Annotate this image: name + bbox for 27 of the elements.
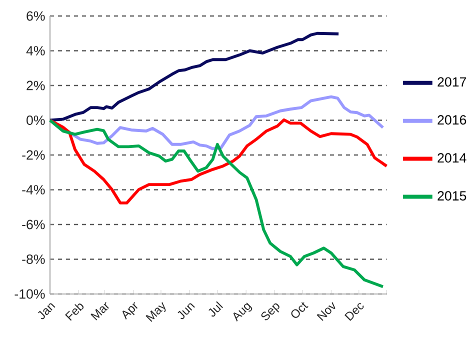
legend-label: 2017: [438, 77, 466, 87]
y-tick-label: 0%: [26, 116, 45, 125]
x-tick-label: May: [146, 302, 166, 322]
y-tick-label: -4%: [22, 185, 45, 194]
x-tick-label: Jul: [208, 301, 223, 317]
x-tick-label: Jan: [38, 303, 56, 320]
y-tick-label: -6%: [22, 220, 45, 230]
x-tick-label: Dec: [344, 303, 364, 321]
legend-label: 2015: [438, 191, 466, 201]
line-series: [48, 118, 384, 288]
y-tick-label: -10%: [14, 289, 45, 299]
x-tick-label: Jun: [178, 303, 195, 320]
y-tick-label: 6%: [26, 11, 45, 21]
x-tick-label: Nov: [316, 302, 336, 321]
x-tick-label: Oct: [291, 302, 308, 318]
y-tick-label: 4%: [26, 46, 45, 56]
x-tick-label: Apr: [122, 302, 138, 320]
x-tick-label: Aug: [233, 302, 252, 322]
x-tick-label: Sep: [261, 303, 280, 320]
line-series: [48, 32, 340, 122]
y-tick-label: -2%: [22, 150, 45, 160]
y-tick-label: 2%: [26, 80, 45, 90]
y-tick-label: -8%: [22, 254, 45, 264]
legend-label: 2014: [438, 153, 466, 163]
x-tick-label: Mar: [90, 302, 109, 320]
legend-label: 2016: [438, 115, 466, 125]
x-tick-label: Feb: [65, 304, 84, 321]
